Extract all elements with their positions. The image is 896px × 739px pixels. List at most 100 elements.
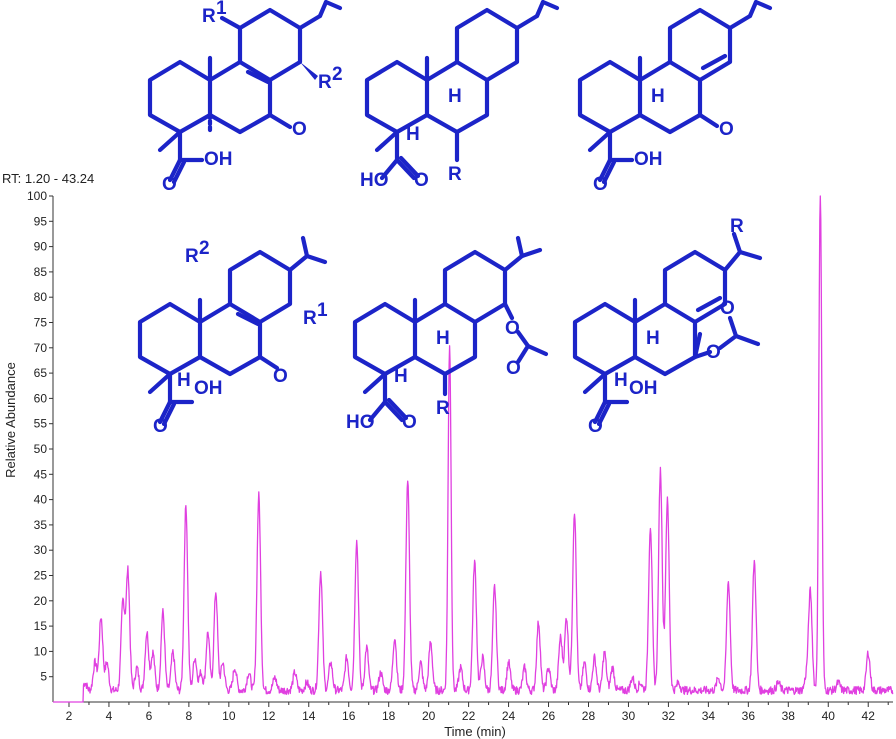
peak-apex bbox=[420, 666, 422, 668]
peak-apex bbox=[306, 686, 308, 688]
peak-apex bbox=[234, 671, 236, 673]
h-label-1c: H bbox=[651, 86, 665, 107]
peak-apex bbox=[583, 666, 585, 668]
peak-apex bbox=[482, 661, 484, 663]
h2-label-2b: H bbox=[394, 366, 408, 387]
ketone-o-1a: O bbox=[292, 119, 307, 140]
structure-2a: R 2 R 1 O OH O H bbox=[137, 235, 328, 437]
peak-apex bbox=[346, 661, 348, 663]
x-tick-label: 34 bbox=[702, 709, 716, 723]
peak-apex bbox=[136, 671, 138, 673]
acid-o-2a: O bbox=[153, 416, 168, 437]
y-tick-label: 55 bbox=[34, 417, 48, 431]
peak-apex bbox=[356, 544, 358, 546]
peak-apex bbox=[222, 666, 224, 668]
peak-apex bbox=[867, 655, 869, 657]
r1-sup-1a: 1 bbox=[216, 0, 227, 19]
peak-apex bbox=[753, 564, 755, 566]
peak-apex bbox=[294, 676, 296, 678]
peak-apex bbox=[106, 666, 108, 668]
x-tick-label: 42 bbox=[862, 709, 876, 723]
peak-apex bbox=[215, 595, 217, 597]
y-tick-label: 15 bbox=[34, 619, 48, 633]
peak-apex bbox=[639, 686, 641, 688]
peak-apex bbox=[777, 686, 779, 688]
acid-oh-1c: OH bbox=[634, 149, 663, 170]
peak-apex bbox=[805, 681, 807, 683]
peak-apex bbox=[574, 514, 576, 516]
structure-2c: R O O H H OH O bbox=[572, 216, 763, 437]
peak-apex bbox=[207, 635, 209, 637]
acid-oh-2c: OH bbox=[629, 378, 658, 399]
acid-ho-2b: HO bbox=[346, 412, 375, 433]
retention-time-range: RT: 1.20 - 43.24 bbox=[2, 171, 94, 186]
x-tick-label: 20 bbox=[422, 709, 436, 723]
y-tick-label: 100 bbox=[27, 189, 47, 203]
chromatogram-trace bbox=[52, 195, 894, 703]
x-tick-label: 18 bbox=[382, 709, 396, 723]
structure-1b: H H R HO O bbox=[360, 0, 560, 191]
peak-apex bbox=[248, 676, 250, 678]
r1-label-2a: R bbox=[303, 308, 317, 329]
acid-ho-1b: HO bbox=[360, 170, 389, 191]
peak-apex bbox=[146, 635, 148, 637]
structure-2b: O O H H R HO O bbox=[346, 235, 549, 433]
peak-apex bbox=[666, 504, 668, 506]
peak-apex bbox=[659, 473, 661, 475]
peak-apex bbox=[407, 483, 409, 485]
x-tick-label: 36 bbox=[742, 709, 756, 723]
h2-label-1b: H bbox=[406, 124, 420, 145]
y-tick-label: 10 bbox=[34, 644, 48, 658]
y-tick-label: 75 bbox=[34, 316, 48, 330]
y-tick-label: 50 bbox=[34, 442, 48, 456]
ester-o-2c: O bbox=[706, 342, 721, 363]
r2-label-2a: R bbox=[185, 246, 199, 267]
peak-apex bbox=[127, 575, 129, 577]
peak-apex bbox=[524, 671, 526, 673]
peak-apex bbox=[593, 661, 595, 663]
peak-apex bbox=[603, 655, 605, 657]
peak-apex bbox=[394, 640, 396, 642]
y-tick-label: 95 bbox=[34, 214, 48, 228]
peak-apex bbox=[185, 509, 187, 511]
peak-apex bbox=[258, 499, 260, 501]
acid-o-1b: O bbox=[414, 170, 429, 191]
y-tick-label: 85 bbox=[34, 265, 48, 279]
x-tick-label: 14 bbox=[302, 709, 316, 723]
peak-apex bbox=[122, 605, 124, 607]
ketone-o-1c: O bbox=[719, 119, 734, 140]
h2-label-2c: H bbox=[614, 370, 628, 391]
x-tick-label: 40 bbox=[822, 709, 836, 723]
peak-apex bbox=[677, 686, 679, 688]
peak-apex bbox=[100, 620, 102, 622]
acid-o-1a: O bbox=[162, 174, 177, 195]
peak-apex bbox=[566, 620, 568, 622]
y-tick-label: 90 bbox=[34, 240, 48, 254]
peak-apex bbox=[172, 655, 174, 657]
x-tick-label: 38 bbox=[782, 709, 796, 723]
peak-apex bbox=[274, 681, 276, 683]
peak-apex bbox=[200, 676, 202, 678]
peak-apex bbox=[494, 590, 496, 592]
x-tick-label: 2 bbox=[66, 709, 73, 723]
acid-o-1c: O bbox=[593, 174, 608, 195]
peak-apex bbox=[809, 595, 811, 597]
y-tick-label: 65 bbox=[34, 366, 48, 380]
peak-apex bbox=[330, 666, 332, 668]
peak-apex bbox=[837, 686, 839, 688]
r1-sup-2a: 1 bbox=[317, 300, 328, 321]
x-tick-label: 26 bbox=[542, 709, 556, 723]
h-label-2a: H bbox=[177, 370, 191, 391]
peak-apex bbox=[508, 666, 510, 668]
peak-apex bbox=[560, 640, 562, 642]
peak-apex bbox=[727, 585, 729, 587]
x-tick-label: 12 bbox=[262, 709, 276, 723]
x-tick-label: 16 bbox=[342, 709, 356, 723]
peak-apex bbox=[152, 655, 154, 657]
h-label-1b: H bbox=[448, 86, 462, 107]
x-tick-label: 28 bbox=[582, 709, 596, 723]
y-tick-label: 30 bbox=[34, 543, 48, 557]
x-tick-label: 30 bbox=[622, 709, 636, 723]
h-label-2c: H bbox=[646, 328, 660, 349]
